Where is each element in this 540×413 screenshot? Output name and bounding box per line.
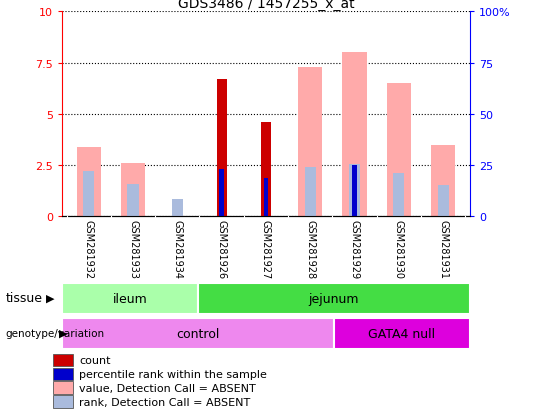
Bar: [349, 165, 360, 217]
Text: value, Detection Call = ABSENT: value, Detection Call = ABSENT: [79, 383, 256, 393]
Text: rank, Detection Call = ABSENT: rank, Detection Call = ABSENT: [79, 396, 251, 407]
Bar: [127, 184, 139, 217]
Bar: [438, 185, 449, 217]
Title: GDS3486 / 1457255_x_at: GDS3486 / 1457255_x_at: [178, 0, 354, 12]
Bar: [353, 166, 357, 217]
Text: GATA4 null: GATA4 null: [368, 327, 435, 340]
Text: control: control: [177, 327, 220, 340]
Bar: [219, 170, 224, 217]
Text: count: count: [79, 355, 111, 365]
Bar: [387, 84, 411, 217]
Bar: [393, 174, 404, 217]
Bar: [342, 53, 367, 217]
Bar: [261, 123, 271, 217]
Bar: [62, 318, 334, 349]
Text: percentile rank within the sample: percentile rank within the sample: [79, 369, 267, 379]
Bar: [53, 396, 73, 408]
Text: ▶: ▶: [59, 328, 68, 338]
Bar: [62, 283, 198, 314]
Bar: [53, 354, 73, 366]
Bar: [53, 368, 73, 380]
Bar: [298, 68, 322, 217]
Bar: [121, 164, 145, 217]
Bar: [334, 318, 470, 349]
Bar: [431, 145, 455, 217]
Bar: [53, 382, 73, 394]
Text: genotype/variation: genotype/variation: [5, 328, 105, 338]
Bar: [305, 168, 316, 217]
Text: ▶: ▶: [46, 293, 55, 303]
Bar: [264, 179, 268, 217]
Text: ileum: ileum: [113, 292, 147, 305]
Bar: [198, 283, 470, 314]
Text: tissue: tissue: [5, 292, 43, 305]
Bar: [172, 199, 183, 217]
Text: jejunum: jejunum: [309, 292, 359, 305]
Bar: [77, 147, 101, 217]
Bar: [217, 80, 226, 217]
Bar: [83, 172, 94, 217]
